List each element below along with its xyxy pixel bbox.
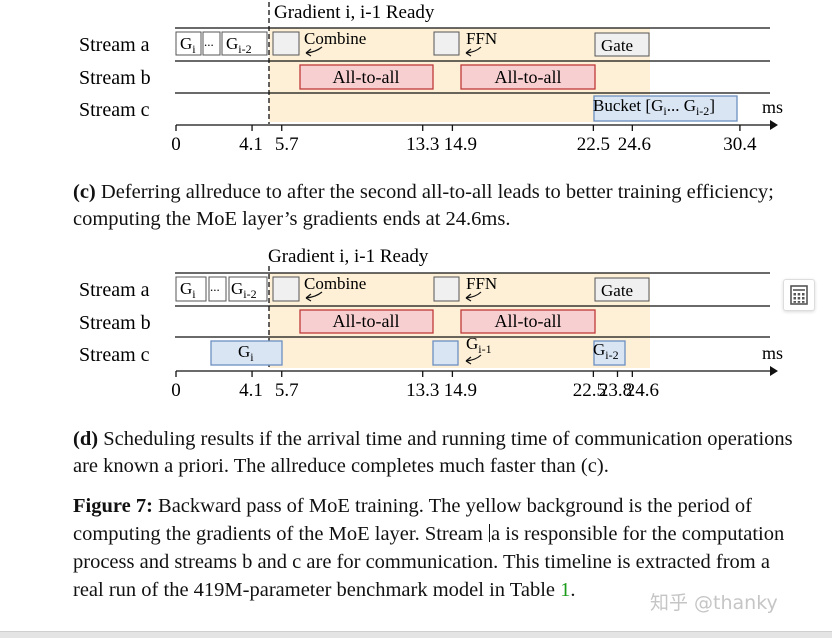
- stream-a-label: Stream a: [79, 279, 150, 301]
- svg-text:All-to-all: All-to-all: [333, 67, 400, 87]
- caption-c-label: (c): [73, 181, 96, 203]
- box-allreduce-gi: Gi: [210, 340, 283, 366]
- box-gi-2: Gi-2: [228, 276, 268, 302]
- tick-label: 0: [171, 380, 181, 401]
- svg-text:Gate: Gate: [601, 281, 633, 300]
- box-bucket: Bucket [Gi... Gi-2]: [593, 95, 738, 122]
- svg-text:All-to-all: All-to-all: [495, 311, 562, 331]
- tick-label: 0: [171, 134, 181, 155]
- svg-text:Gate: Gate: [601, 36, 633, 55]
- combine-label: Combine: [304, 29, 366, 48]
- caption-c: (c) Deferring allreduce to after the sec…: [73, 179, 798, 233]
- combine-label: Combine: [304, 274, 366, 293]
- ffn-arrow: [465, 291, 482, 302]
- unit-label: ms: [762, 343, 783, 363]
- tick-label: 30.4: [723, 134, 757, 155]
- tick-label: 5.7: [275, 134, 299, 155]
- box-all-to-all-1: All-to-all: [299, 309, 434, 334]
- tick-label: 5.7: [275, 380, 299, 401]
- box-all-to-all-2: All-to-all: [460, 309, 596, 334]
- svg-text:All-to-all: All-to-all: [333, 311, 400, 331]
- tick-label: 23.8: [599, 380, 632, 401]
- box-ffn-grad: [433, 276, 460, 302]
- caption-d-label: (d): [73, 428, 99, 450]
- tick-label: 4.1: [239, 134, 263, 155]
- stream-a-label: Stream a: [79, 34, 150, 56]
- box-allreduce-gi-2: Gi-2: [593, 340, 626, 366]
- svg-text:Gi: Gi: [180, 279, 196, 301]
- stream-b-label: Stream b: [79, 67, 151, 89]
- table-ref-link[interactable]: 1: [560, 579, 571, 601]
- combine-arrow: [305, 291, 323, 302]
- svg-text:...: ...: [204, 34, 214, 49]
- box-ffn-grad: [433, 31, 460, 56]
- caption-d-text: Scheduling results if the arrival time a…: [73, 428, 793, 477]
- ffn-label: FFN: [466, 274, 497, 293]
- bottom-scroll-bar: [0, 631, 832, 638]
- text-cursor: [489, 524, 491, 542]
- tick-label: 24.6: [626, 380, 659, 401]
- svg-text:Gi: Gi: [180, 34, 196, 56]
- time-axis-ticks: 0 4.1 5.7 13.3 14.9 22.523.824.6: [171, 371, 659, 401]
- combine-arrow: [305, 46, 323, 57]
- tick-label: 13.3: [406, 380, 439, 401]
- box-gi: Gi: [175, 276, 207, 302]
- diagram-panel-d: Gradient i, i-1 Ready Stream a Stream b …: [79, 246, 783, 401]
- time-axis-ticks: 0 4.1 5.7 13.3 14.9 22.5 24.6 30.4: [171, 125, 757, 155]
- stream-b-label: Stream b: [79, 312, 151, 334]
- box-gi: Gi: [175, 31, 202, 56]
- box-ellipsis: ...: [202, 31, 221, 56]
- box-combine-grad: [272, 276, 300, 302]
- gi-1-arrow: [465, 354, 482, 365]
- gi-1-label: Gi-1: [466, 334, 492, 356]
- calculator-icon: [790, 285, 808, 305]
- box-all-to-all-1: All-to-all: [299, 64, 434, 90]
- stream-c-label: Stream c: [79, 344, 150, 366]
- top-label: Gradient i, i-1 Ready: [268, 246, 429, 267]
- svg-text:Gi-2: Gi-2: [231, 279, 257, 301]
- watermark: 知乎 @thanky: [650, 592, 778, 614]
- diagram-panel-c: Gradient i, i-1 Ready Stream a Stream b …: [79, 2, 783, 155]
- box-gate: Gate: [594, 277, 650, 302]
- tick-label: 14.9: [444, 380, 477, 401]
- box-combine-grad: [272, 31, 300, 56]
- figure-caption-text-1: Backward pass of MoE training. The yello…: [73, 495, 753, 545]
- svg-text:Gi-2: Gi-2: [226, 34, 252, 56]
- calculator-button[interactable]: [783, 279, 815, 311]
- tick-label: 22.5: [577, 134, 610, 155]
- tick-label: 24.6: [618, 134, 651, 155]
- svg-text:Gi: Gi: [238, 342, 254, 364]
- figure-caption-end: .: [570, 579, 576, 601]
- stream-c-label: Stream c: [79, 99, 150, 121]
- ffn-arrow: [465, 46, 482, 57]
- svg-text:Bucket [Gi... Gi-2]: Bucket [Gi... Gi-2]: [593, 96, 715, 118]
- box-ellipsis: ...: [208, 276, 227, 302]
- tick-label: 13.3: [406, 134, 439, 155]
- tick-label: 14.9: [444, 134, 477, 155]
- box-gate: Gate: [594, 32, 650, 57]
- box-all-to-all-2: All-to-all: [460, 64, 596, 90]
- figure-caption-text-2: a is responsible for the computation pro…: [73, 523, 785, 601]
- svg-text:Gi-2: Gi-2: [593, 340, 619, 362]
- ffn-label: FFN: [466, 29, 497, 48]
- box-gi-2: Gi-2: [221, 31, 268, 56]
- svg-text:All-to-all: All-to-all: [495, 67, 562, 87]
- unit-label: ms: [762, 97, 783, 117]
- tick-label: 22.5: [573, 380, 606, 401]
- figure-caption: Figure 7: Backward pass of MoE training.…: [73, 492, 798, 604]
- tick-label: 4.1: [239, 380, 263, 401]
- box-allreduce-gi-1: [432, 340, 459, 366]
- caption-d: (d) Scheduling results if the arrival ti…: [73, 426, 798, 480]
- figure-label: Figure 7:: [73, 495, 153, 517]
- top-label: Gradient i, i-1 Ready: [274, 2, 435, 23]
- svg-text:...: ...: [210, 279, 220, 294]
- caption-c-text: Deferring allreduce to after the second …: [73, 181, 774, 230]
